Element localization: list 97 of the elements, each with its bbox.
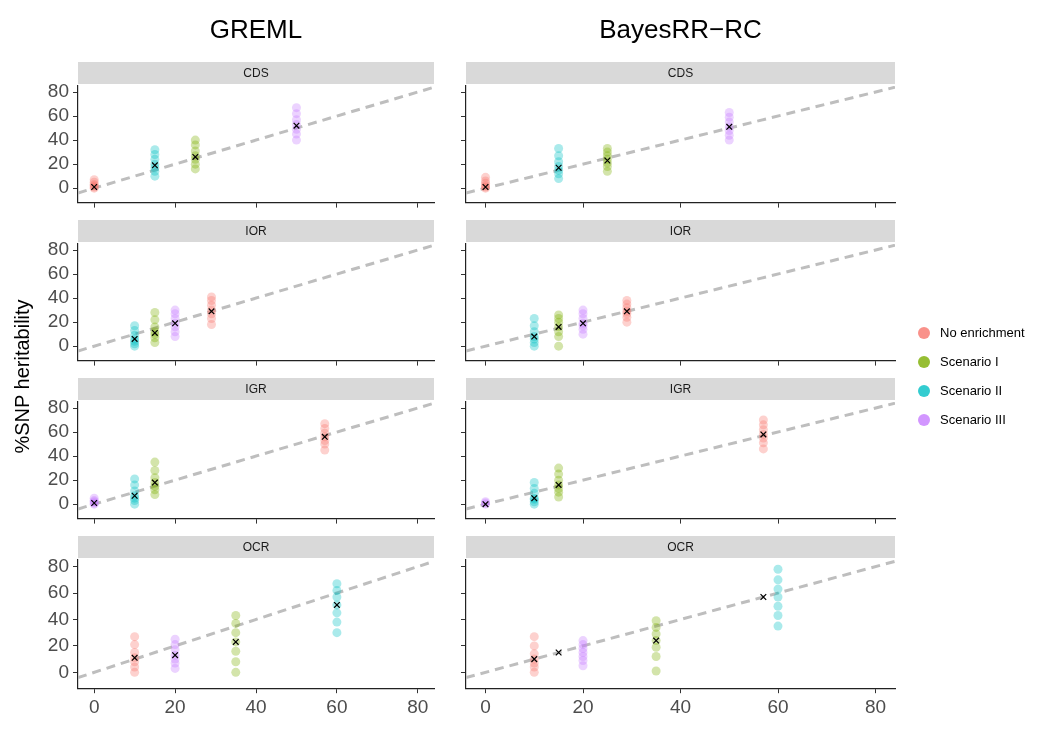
- point: [773, 592, 783, 602]
- x-tick-label: 40: [245, 695, 267, 717]
- point: [291, 103, 301, 113]
- y-tick-label: 20: [47, 634, 69, 656]
- legend-label: No enrichment: [940, 325, 1025, 340]
- point: [150, 466, 160, 476]
- y-tick-label: 80: [47, 238, 69, 260]
- point: [554, 144, 564, 154]
- point: [190, 135, 200, 145]
- point: [529, 632, 539, 642]
- x-tick-label: 80: [407, 695, 429, 717]
- x-tick-label: 60: [767, 695, 789, 717]
- y-tick-label: 60: [47, 581, 69, 603]
- x-tick-label: 40: [669, 695, 692, 717]
- x-tick-label: 20: [572, 695, 594, 717]
- point: [554, 463, 564, 473]
- chart-subtitle: IOR: [466, 220, 895, 242]
- point: [554, 310, 564, 320]
- point: [130, 321, 140, 331]
- point: [130, 632, 140, 642]
- point: [231, 628, 241, 638]
- point: [332, 628, 342, 638]
- point: [651, 651, 661, 661]
- point: [529, 314, 539, 324]
- point: [554, 151, 564, 161]
- x-tick-label: 0: [88, 695, 100, 717]
- chart-subtitle: IOR: [78, 220, 434, 242]
- point: [332, 617, 342, 627]
- y-tick-label: 20: [47, 468, 69, 490]
- x-tick-label: 80: [864, 695, 887, 717]
- point: [773, 611, 783, 621]
- legend-label: Scenario II: [940, 383, 1003, 398]
- y-tick-label: 20: [47, 152, 69, 174]
- point: [481, 172, 490, 182]
- point: [320, 419, 330, 429]
- y-tick-label: 40: [47, 128, 69, 150]
- chart-subtitle: IGR: [78, 378, 434, 400]
- y-tick-label: 20: [47, 310, 69, 332]
- y-tick-label: 0: [58, 176, 69, 198]
- y-tick-label: 80: [47, 554, 69, 576]
- point: [231, 657, 241, 667]
- point: [332, 608, 342, 618]
- x-tick-label: 20: [164, 695, 186, 717]
- point: [529, 641, 539, 651]
- point: [554, 341, 564, 351]
- point: [622, 296, 632, 305]
- point: [758, 415, 768, 425]
- point: [578, 305, 588, 315]
- point: [759, 593, 767, 601]
- point: [773, 601, 783, 611]
- chart-subtitle: OCR: [78, 536, 434, 558]
- y-tick-label: 40: [47, 286, 69, 308]
- point: [578, 636, 588, 646]
- x-tick-label: 0: [480, 695, 491, 717]
- point: [150, 457, 160, 467]
- y-tick-label: 0: [58, 492, 69, 514]
- point: [231, 611, 241, 621]
- point: [773, 584, 783, 594]
- chart-subtitle: IGR: [466, 378, 895, 400]
- point: [130, 474, 140, 484]
- point: [773, 575, 783, 585]
- point: [231, 618, 241, 628]
- y-tick-label: 40: [47, 607, 69, 629]
- point: [150, 308, 160, 318]
- point: [773, 621, 783, 631]
- y-tick-label: 0: [58, 660, 69, 682]
- point: [207, 292, 216, 302]
- point: [231, 646, 241, 656]
- x-tick-label: 60: [326, 695, 348, 717]
- legend-label: Scenario I: [940, 354, 999, 369]
- point: [130, 640, 140, 650]
- point: [724, 107, 734, 117]
- point: [529, 478, 539, 488]
- point: [170, 634, 180, 644]
- point: [332, 579, 342, 589]
- y-tick-label: 60: [47, 262, 69, 284]
- chart-subtitle: CDS: [466, 62, 895, 84]
- chart-title: BayesRR−RC: [598, 14, 763, 45]
- point: [231, 667, 241, 677]
- point: [773, 564, 783, 574]
- chart-title: GREML: [208, 14, 304, 45]
- y-tick-label: 80: [47, 80, 69, 102]
- y-tick-label: 60: [47, 104, 69, 126]
- point: [170, 305, 180, 315]
- point: [651, 666, 661, 676]
- point: [529, 321, 539, 331]
- y-tick-label: 40: [47, 444, 69, 466]
- y-tick-label: 80: [47, 396, 69, 418]
- chart-subtitle: CDS: [78, 62, 434, 84]
- y-tick-label: 60: [47, 420, 69, 442]
- y-tick-label: 0: [58, 334, 69, 356]
- chart-subtitle: OCR: [466, 536, 895, 558]
- point: [150, 145, 160, 155]
- point: [555, 649, 563, 656]
- legend-label: Scenario III: [940, 412, 1006, 427]
- y-axis-title: %SNP heritability: [10, 298, 34, 454]
- point: [651, 616, 661, 626]
